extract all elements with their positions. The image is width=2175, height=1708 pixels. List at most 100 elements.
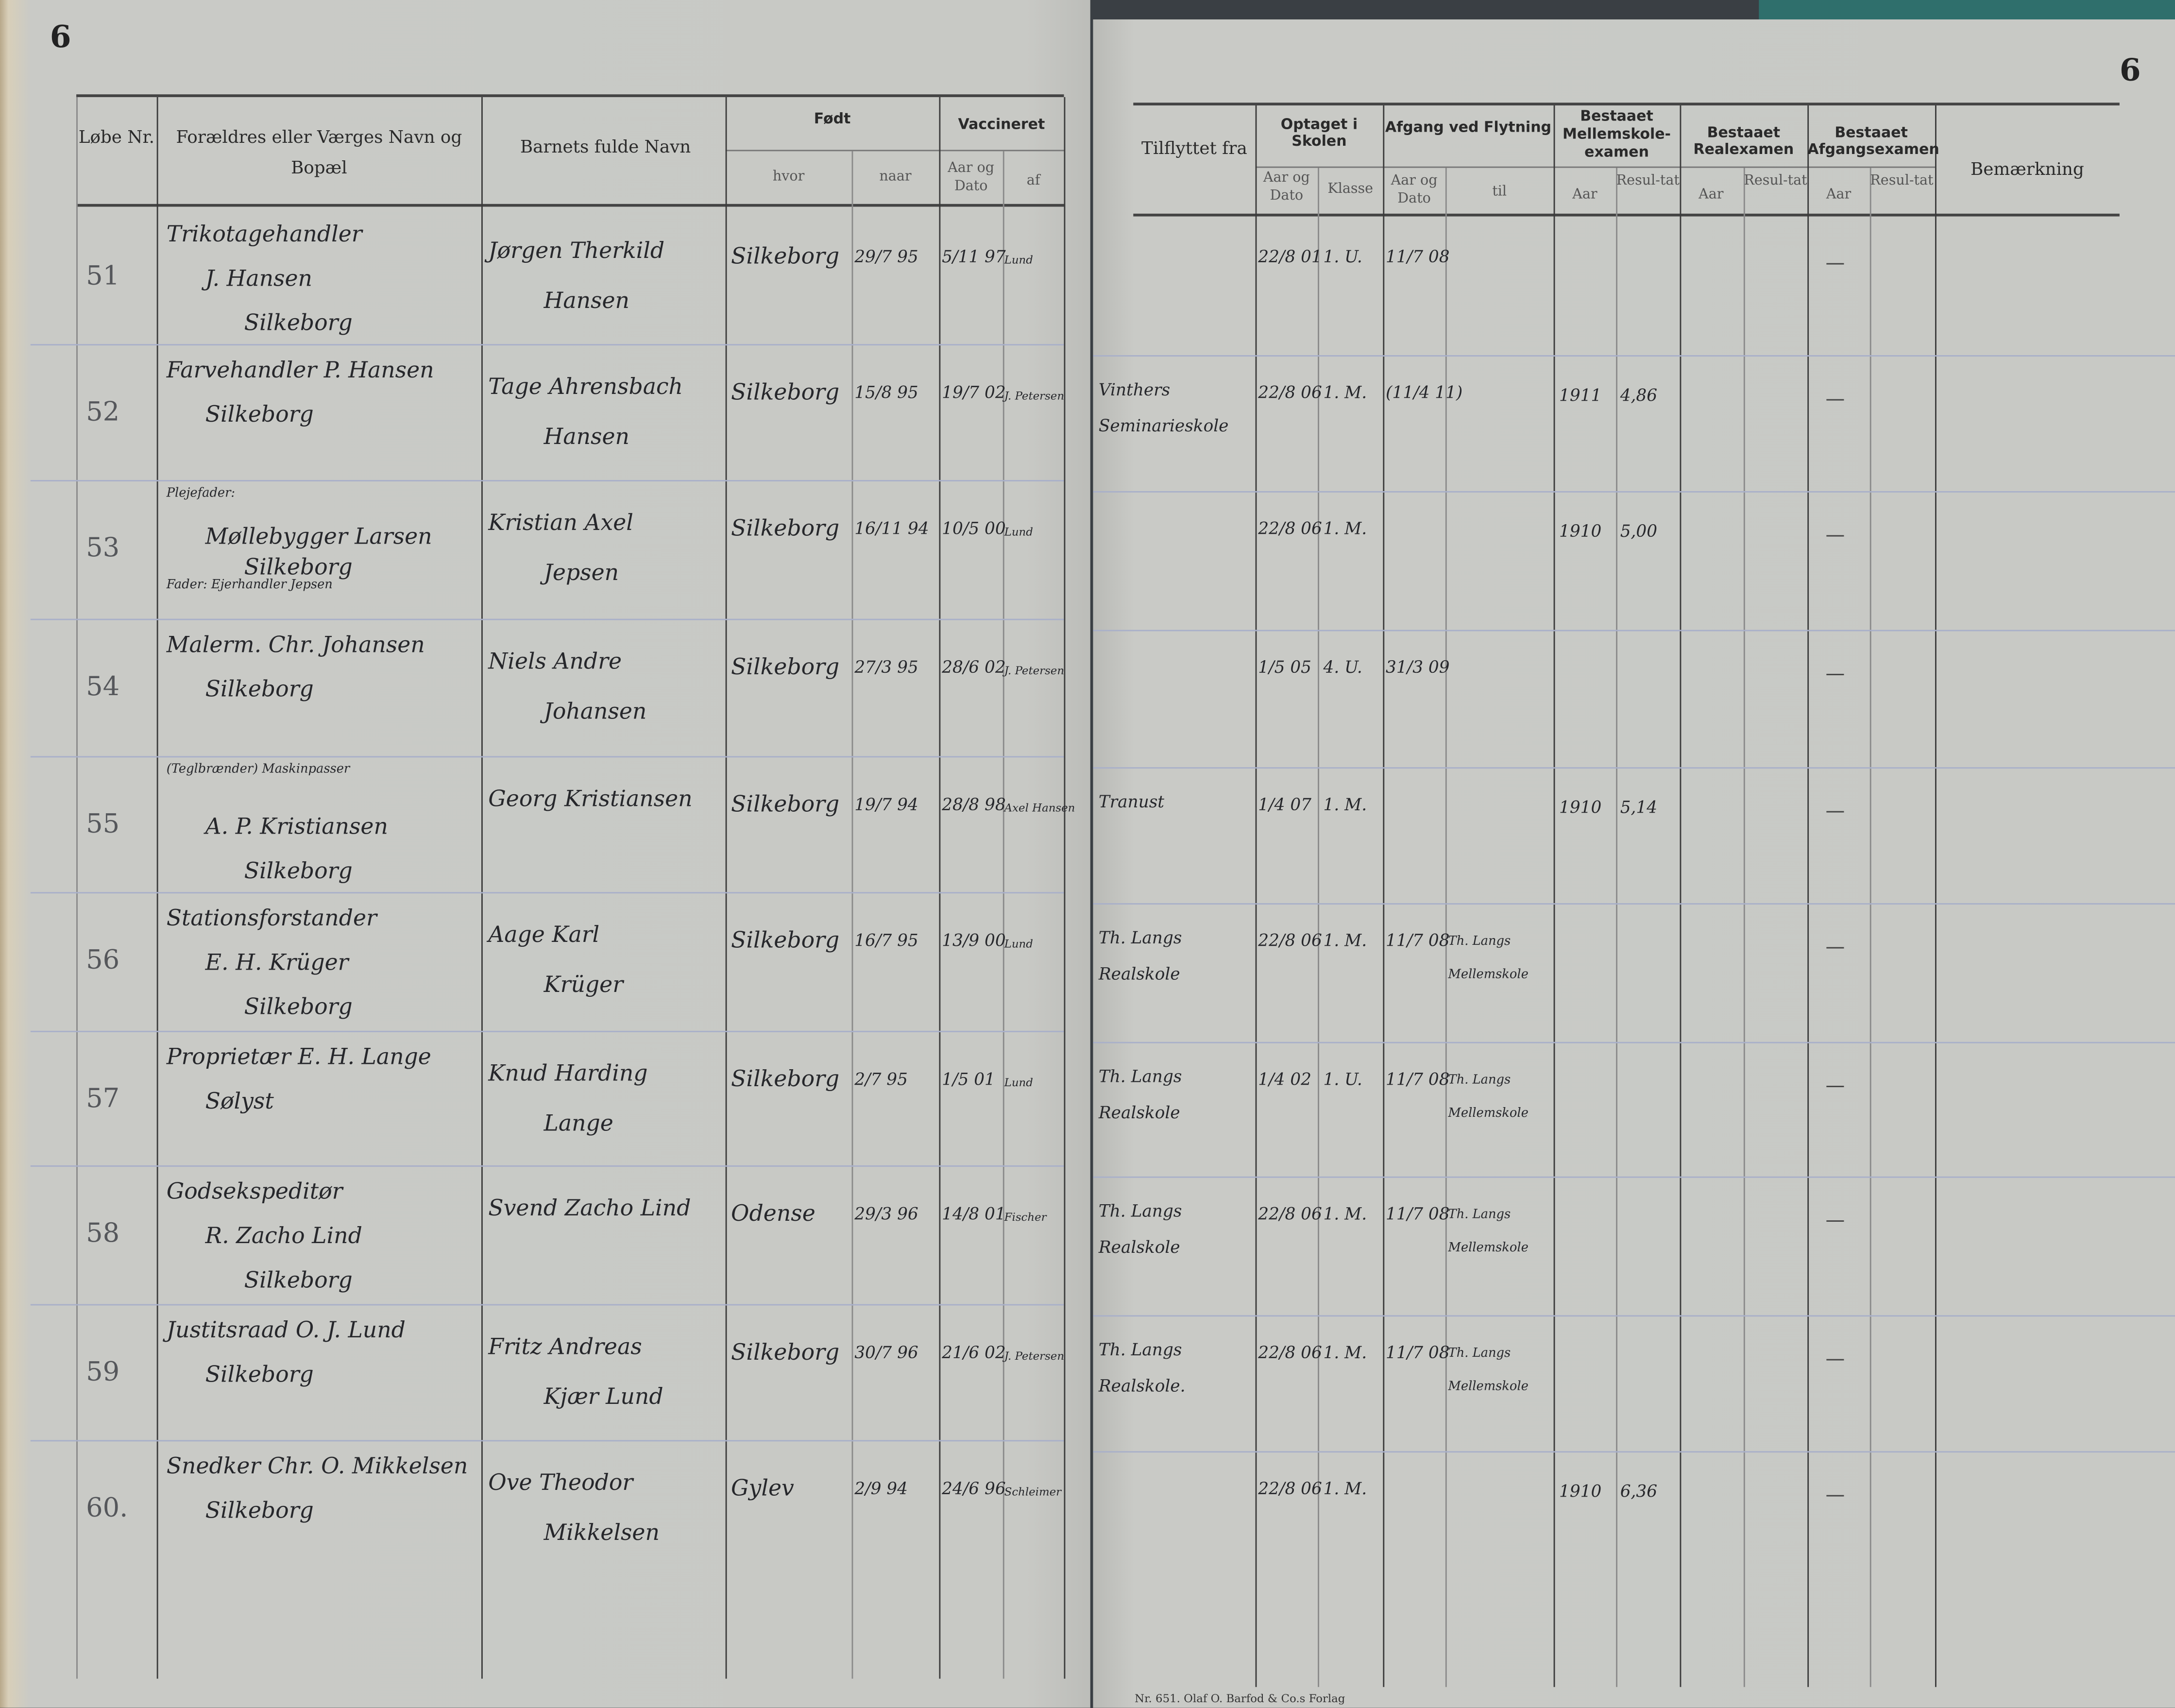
born-date: 30/7 96 xyxy=(854,1343,918,1363)
header-year: Aar xyxy=(1572,187,1597,203)
born-date: 19/7 94 xyxy=(854,795,918,815)
header-departure-date: Aar og Dato xyxy=(1391,173,1438,207)
born-date: 2/9 94 xyxy=(854,1479,908,1499)
admitted-date: 22/8 01 xyxy=(1258,247,1322,267)
row-number: 58 xyxy=(86,1218,120,1249)
parent-name-line: Stationsforstander xyxy=(166,905,377,931)
parent-name-line: Trikotagehandler xyxy=(166,221,362,247)
parent-name-line: Silkeborg xyxy=(244,309,353,336)
parent-name-line: Silkeborg xyxy=(244,857,353,884)
column-rule xyxy=(725,97,727,1679)
born-place: Silkeborg xyxy=(731,653,840,680)
born-date: 15/8 95 xyxy=(854,383,918,403)
afgang-year: — xyxy=(1825,388,1845,411)
header-bottom-rule xyxy=(1133,213,2120,217)
child-name-line: Kjær Lund xyxy=(544,1383,663,1410)
right-page: 6 Tilflyttet fra Optaget i Skolen Aar og… xyxy=(1093,19,2175,1708)
header-vacc-by: af xyxy=(1026,173,1040,189)
column-rule xyxy=(481,97,483,1679)
row-rule xyxy=(1093,491,2175,493)
header-born-when: naar xyxy=(879,169,912,185)
child-name-line: Krüger xyxy=(544,971,624,998)
publisher-imprint: Nr. 651. Olaf O. Barfod & Co.s Forlag xyxy=(1135,1692,1345,1705)
row-rule xyxy=(1093,1451,2175,1453)
row-rule xyxy=(30,480,1064,481)
moved-from-line: Realskole xyxy=(1098,1103,1180,1123)
vaccination-date: 13/9 00 xyxy=(942,931,1006,951)
afgang-year: — xyxy=(1825,1075,1845,1098)
afgang-year: — xyxy=(1825,663,1845,685)
row-rule xyxy=(30,1304,1064,1306)
admitted-date: 22/8 06 xyxy=(1258,1204,1322,1224)
departure-to-line: Th. Langs xyxy=(1448,1347,1511,1361)
departure-to-line: Th. Langs xyxy=(1448,935,1511,949)
page-number: 6 xyxy=(50,19,71,56)
departure-to-line: Mellemskole xyxy=(1448,1380,1529,1395)
departure-date: 11/7 08 xyxy=(1386,931,1450,951)
child-name-line: Tage Ahrensbach xyxy=(488,373,683,400)
header-class: Klasse xyxy=(1327,182,1374,197)
header-sub-rule xyxy=(725,150,1064,152)
born-date: 29/3 96 xyxy=(854,1204,918,1224)
header-nr: Løbe Nr. xyxy=(78,126,155,147)
born-place: Silkeborg xyxy=(731,1065,840,1092)
child-name-line: Georg Kristiansen xyxy=(488,785,693,812)
admitted-date: 22/8 06 xyxy=(1258,519,1322,539)
row-rule xyxy=(30,618,1064,620)
column-rule xyxy=(1935,105,1937,1687)
parent-name-line: Silkeborg xyxy=(244,993,353,1020)
afgang-year: — xyxy=(1825,524,1845,547)
class: 1. M. xyxy=(1323,1343,1367,1363)
born-place: Silkeborg xyxy=(731,926,840,954)
header-year: Aar xyxy=(1826,187,1852,203)
child-name-line: Mikkelsen xyxy=(544,1519,660,1546)
row-rule xyxy=(30,344,1064,346)
column-rule xyxy=(1445,168,1447,1687)
parent-name-line: Silkeborg xyxy=(205,401,314,427)
moved-from-line: Th. Langs xyxy=(1098,1201,1182,1221)
row-number: 54 xyxy=(86,671,120,702)
child-name-line: Hansen xyxy=(544,287,629,314)
column-rule xyxy=(1064,97,1066,1679)
admitted-date: 1/4 07 xyxy=(1258,795,1311,815)
header-vacc-date: Aar og Dato xyxy=(948,161,995,194)
class: 1. M. xyxy=(1323,383,1367,403)
departure-to-line: Th. Langs xyxy=(1448,1074,1511,1088)
column-rule xyxy=(1383,105,1385,1687)
born-date: 2/7 95 xyxy=(854,1069,908,1089)
row-rule xyxy=(1093,630,2175,632)
vaccinated-by: Axel Hansen xyxy=(1004,802,1075,815)
parent-name-line: Godsekspeditør xyxy=(166,1178,343,1204)
book-cover-edge xyxy=(1759,0,2175,22)
header-admitted: Optaget i Skolen xyxy=(1280,116,1358,150)
child-name-line: Kristian Axel xyxy=(488,509,633,536)
table-top-rule xyxy=(76,94,1064,97)
parent-name-line: Plejefader: xyxy=(166,487,236,501)
parent-name-line: Malerm. Chr. Johansen xyxy=(166,631,425,658)
class: 4. U. xyxy=(1323,657,1362,677)
table-top-rule xyxy=(1133,102,2120,106)
child-name-line: Niels Andre xyxy=(488,648,622,674)
departure-date: 11/7 08 xyxy=(1386,1204,1450,1224)
moved-from-line: Tranust xyxy=(1098,792,1165,812)
child-name-line: Hansen xyxy=(544,423,629,450)
parent-name-line: Justitsraad O. J. Lund xyxy=(166,1316,406,1343)
vaccinated-by: Lund xyxy=(1004,254,1033,267)
vaccinated-by: Schleimer xyxy=(1004,1486,1062,1499)
vaccinated-by: J. Petersen xyxy=(1004,1349,1065,1363)
parent-name-line: Møllebygger Larsen xyxy=(205,523,432,549)
header-bottom-rule xyxy=(76,204,1064,207)
vaccination-date: 5/11 97 xyxy=(942,247,1006,267)
header-remark: Bemærkning xyxy=(1971,158,2084,179)
vaccinated-by: Fischer xyxy=(1004,1211,1047,1224)
row-rule xyxy=(1093,1176,2175,1178)
born-date: 29/7 95 xyxy=(854,247,918,267)
header-sub-rule xyxy=(1255,166,1935,168)
row-number: 51 xyxy=(86,260,120,291)
born-date: 27/3 95 xyxy=(854,657,918,677)
parent-name-line: Silkeborg xyxy=(244,1266,353,1293)
departure-to-line: Mellemskole xyxy=(1448,1242,1529,1256)
vaccinated-by: Lund xyxy=(1004,938,1033,951)
vaccinated-by: J. Petersen xyxy=(1004,390,1065,403)
